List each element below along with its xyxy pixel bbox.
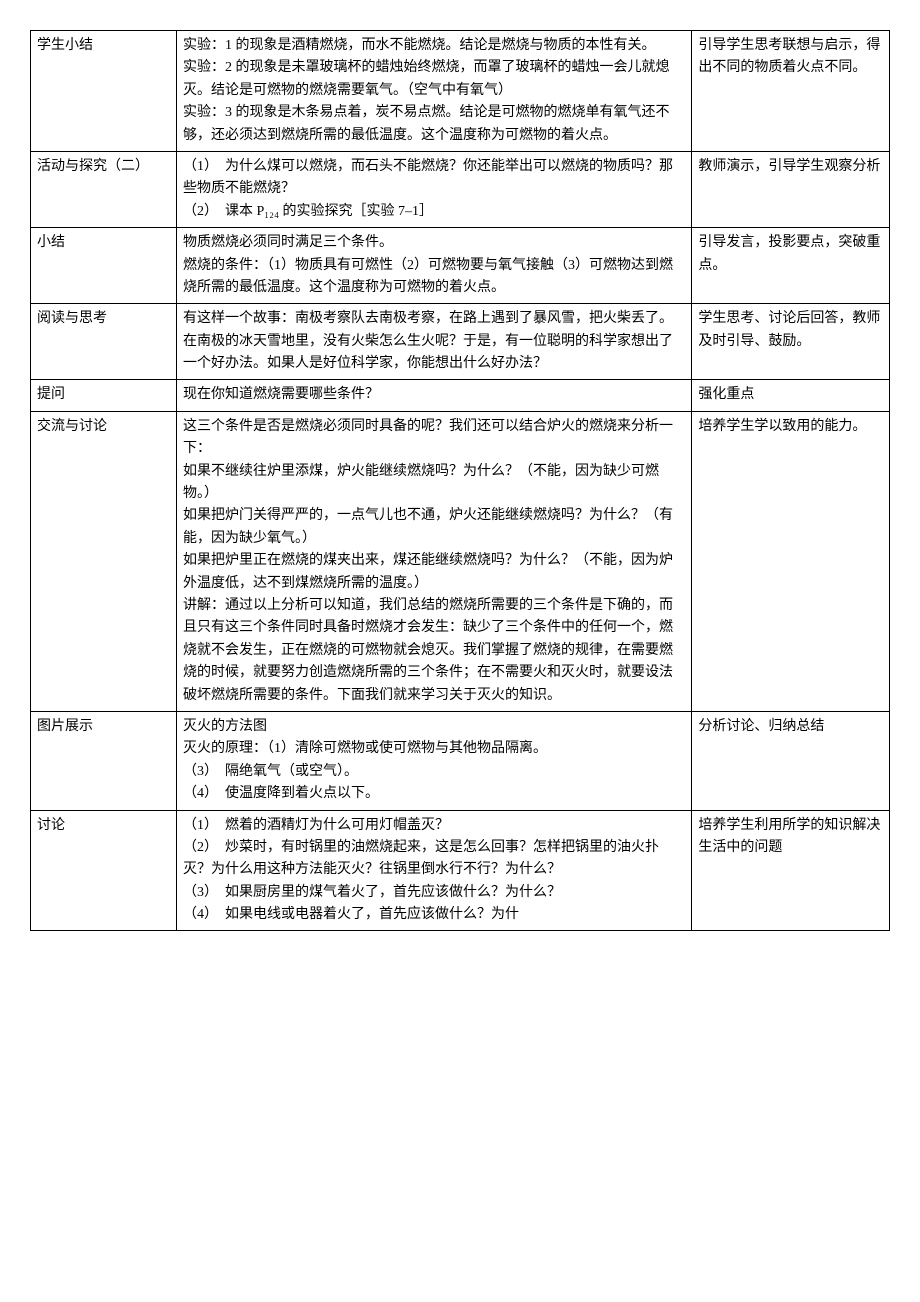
- table-row: 阅读与思考 有这样一个故事：南极考察队去南极考察，在路上遇到了暴风雪，把火柴丢了…: [31, 304, 890, 380]
- lesson-table: 学生小结 实验：1 的现象是酒精燃烧，而水不能燃烧。结论是燃烧与物质的本性有关。…: [30, 30, 890, 931]
- row-content: 实验：1 的现象是酒精燃烧，而水不能燃烧。结论是燃烧与物质的本性有关。实验：2 …: [177, 31, 692, 152]
- row-label: 提问: [31, 380, 177, 411]
- row-content: 有这样一个故事：南极考察队去南极考察，在路上遇到了暴风雪，把火柴丢了。在南极的冰…: [177, 304, 692, 380]
- row-content: （1） 燃着的酒精灯为什么可用灯帽盖灭？（2） 炒菜时，有时锅里的油燃烧起来，这…: [177, 810, 692, 931]
- row-label: 交流与讨论: [31, 411, 177, 711]
- table-body: 学生小结 实验：1 的现象是酒精燃烧，而水不能燃烧。结论是燃烧与物质的本性有关。…: [31, 31, 890, 931]
- row-note: 引导发言，投影要点，突破重点。: [692, 228, 890, 304]
- row-note: 教师演示，引导学生观察分析: [692, 151, 890, 227]
- table-row: 学生小结 实验：1 的现象是酒精燃烧，而水不能燃烧。结论是燃烧与物质的本性有关。…: [31, 31, 890, 152]
- row-label: 讨论: [31, 810, 177, 931]
- table-row: 讨论 （1） 燃着的酒精灯为什么可用灯帽盖灭？（2） 炒菜时，有时锅里的油燃烧起…: [31, 810, 890, 931]
- row-label: 小结: [31, 228, 177, 304]
- table-row: 提问 现在你知道燃烧需要哪些条件？ 强化重点: [31, 380, 890, 411]
- row-note: 学生思考、讨论后回答，教师及时引导、鼓励。: [692, 304, 890, 380]
- row-note: 培养学生学以致用的能力。: [692, 411, 890, 711]
- table-row: 交流与讨论 这三个条件是否是燃烧必须同时具备的呢？我们还可以结合炉火的燃烧来分析…: [31, 411, 890, 711]
- row-content: 灭火的方法图灭火的原理：（1）清除可燃物或使可燃物与其他物品隔离。（3） 隔绝氧…: [177, 711, 692, 810]
- row-label: 学生小结: [31, 31, 177, 152]
- row-note: 引导学生思考联想与启示，得出不同的物质着火点不同。: [692, 31, 890, 152]
- row-note: 培养学生利用所学的知识解决生活中的问题: [692, 810, 890, 931]
- row-label: 图片展示: [31, 711, 177, 810]
- table-row: 图片展示 灭火的方法图灭火的原理：（1）清除可燃物或使可燃物与其他物品隔离。（3…: [31, 711, 890, 810]
- table-row: 小结 物质燃烧必须同时满足三个条件。燃烧的条件：（1）物质具有可燃性（2）可燃物…: [31, 228, 890, 304]
- row-note: 分析讨论、归纳总结: [692, 711, 890, 810]
- table-row: 活动与探究（二） （1） 为什么煤可以燃烧，而石头不能燃烧？你还能举出可以燃烧的…: [31, 151, 890, 227]
- row-content: 这三个条件是否是燃烧必须同时具备的呢？我们还可以结合炉火的燃烧来分析一下：如果不…: [177, 411, 692, 711]
- row-content: （1） 为什么煤可以燃烧，而石头不能燃烧？你还能举出可以燃烧的物质吗？那些物质不…: [177, 151, 692, 227]
- row-label: 活动与探究（二）: [31, 151, 177, 227]
- row-content: 现在你知道燃烧需要哪些条件？: [177, 380, 692, 411]
- row-note: 强化重点: [692, 380, 890, 411]
- row-content: 物质燃烧必须同时满足三个条件。燃烧的条件：（1）物质具有可燃性（2）可燃物要与氧…: [177, 228, 692, 304]
- row-label: 阅读与思考: [31, 304, 177, 380]
